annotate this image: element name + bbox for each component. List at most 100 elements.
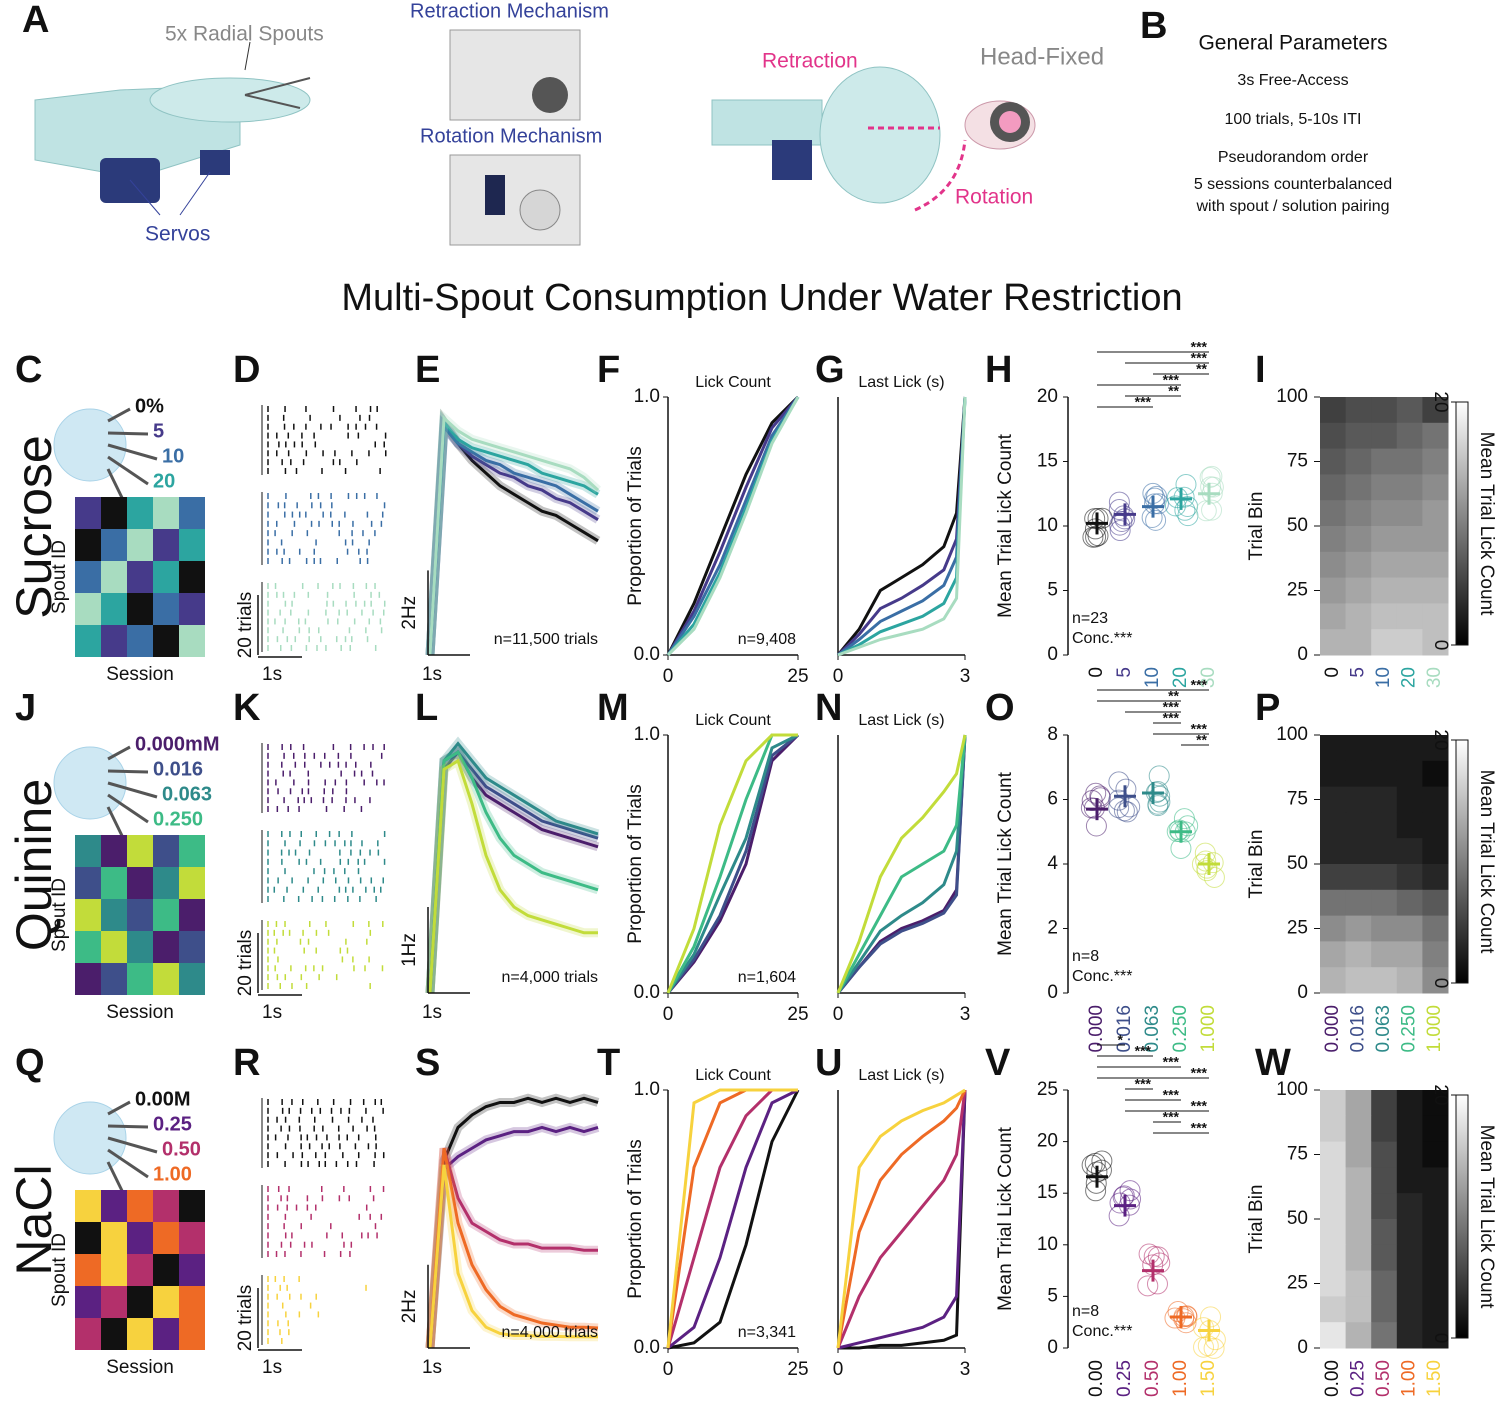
y-tick-label: 20 — [1037, 386, 1058, 407]
heatmap-cell — [1320, 1115, 1347, 1143]
legend-label: 0.50 — [162, 1138, 201, 1160]
significance-label: *** — [1135, 1043, 1152, 1059]
subject-marker — [1108, 771, 1130, 793]
cdf-line — [666, 1088, 798, 1349]
panel-letter: N — [815, 687, 842, 729]
colorbar-tick-label: 0 — [1430, 640, 1451, 651]
psth-line — [428, 414, 600, 656]
apparatus-label: 5x Radial Spouts — [165, 23, 324, 46]
subject-marker — [1173, 486, 1195, 508]
heatmap-cell — [1396, 603, 1423, 630]
heatmap-cell — [1320, 397, 1347, 424]
heatmap-cell — [1371, 915, 1398, 942]
heatmap-cell — [1371, 1090, 1398, 1117]
heatmap-cell — [1371, 526, 1398, 553]
heatmap-cell — [1345, 786, 1372, 813]
x-tick-label: 25 — [787, 666, 808, 687]
heatmap-cell — [1345, 735, 1372, 762]
design-cell — [101, 931, 127, 963]
x-tick-label: 0.016 — [1114, 1005, 1135, 1053]
y-tick-label: 0 — [1047, 1337, 1058, 1358]
psth-line — [428, 741, 599, 994]
y-tick-label: 100 — [1276, 724, 1308, 745]
x-tick-label: 1.000 — [1424, 1005, 1445, 1053]
design-cell — [153, 963, 179, 995]
note: n=1,604 — [738, 969, 796, 986]
legend-label: 0.25 — [153, 1113, 192, 1135]
heatmap-cell — [1371, 448, 1398, 475]
heatmap-cell — [1396, 1296, 1423, 1323]
x-tick-label: 0 — [833, 1004, 844, 1025]
cdf-line — [836, 396, 967, 657]
design-cell — [127, 963, 153, 995]
heatmap-cell — [1320, 760, 1347, 788]
note: n=9,408 — [738, 631, 796, 648]
significance-label: ** — [1196, 361, 1207, 377]
panel-letter: T — [597, 1042, 620, 1084]
design-cell — [179, 593, 205, 625]
design-cell — [179, 1190, 205, 1222]
subject-marker — [1175, 474, 1197, 496]
heatmap-cell — [1396, 1167, 1423, 1194]
design-cell — [101, 1286, 127, 1318]
axis-label: Proportion of Trials — [625, 446, 646, 605]
heatmap-cell — [1396, 1219, 1423, 1246]
x-tick-label: 5 — [1347, 667, 1368, 678]
subject-marker — [1203, 1337, 1225, 1359]
y-tick-label: 50 — [1287, 853, 1308, 874]
significance-label: *** — [1191, 1098, 1208, 1114]
scale-label: 1s — [262, 664, 282, 685]
design-cell — [153, 593, 179, 625]
parameter: 100 trials, 5-10s ITI — [1225, 111, 1362, 128]
cdf-line — [836, 1089, 967, 1349]
psth-line — [428, 418, 599, 656]
design-cell — [75, 529, 101, 561]
heatmap-cell — [1320, 577, 1347, 604]
note: Conc.*** — [1072, 968, 1132, 985]
heatmap-cell — [1345, 1322, 1372, 1349]
cdf-line — [666, 733, 799, 994]
x-tick-label: 0 — [1086, 667, 1107, 678]
axis-label: Spout ID — [49, 540, 70, 614]
colorbar — [1455, 401, 1469, 646]
panel-letter: O — [985, 687, 1015, 729]
row-label: Quinine — [6, 779, 62, 951]
significance-label: *** — [1163, 372, 1180, 388]
subject-marker — [1084, 518, 1106, 540]
psth-line — [428, 1147, 599, 1349]
heatmap-cell — [1345, 941, 1372, 968]
heatmap-cell — [1422, 1296, 1449, 1323]
panel-letter: A — [22, 0, 49, 41]
apparatus-label: Head-Fixed — [980, 43, 1104, 70]
spout — [107, 1100, 131, 1116]
subject-marker — [1147, 795, 1169, 817]
note: n=4,000 trials — [501, 1324, 598, 1341]
panel-title: Lick Count — [695, 712, 771, 729]
y-tick-label: 0 — [1047, 644, 1058, 665]
row-label: NaCl — [6, 1164, 62, 1275]
heatmap-cell — [1320, 448, 1347, 475]
apparatus-label: Rotation — [955, 186, 1033, 209]
design-cell — [101, 593, 127, 625]
cdf-line — [666, 396, 800, 656]
x-tick-label: 30 — [1198, 667, 1219, 688]
x-tick-label: 25 — [787, 1004, 808, 1025]
design-cell — [153, 1254, 179, 1286]
panel-letter: J — [15, 687, 36, 729]
heatmap-cell — [1320, 1270, 1347, 1297]
heatmap-cell — [1345, 448, 1372, 475]
heatmap-cell — [1396, 941, 1423, 968]
heatmap-cell — [1320, 1244, 1347, 1272]
scale-label: 1s — [262, 1002, 282, 1023]
colorbar-tick-label: 20 — [1430, 1084, 1451, 1105]
heatmap-cell — [1396, 864, 1423, 891]
heatmap-cell — [1422, 422, 1449, 450]
subject-marker — [1164, 495, 1186, 517]
design-cell — [127, 931, 153, 963]
design-cell — [153, 1318, 179, 1350]
heatmap-cell — [1396, 397, 1423, 424]
design-cell — [179, 529, 205, 561]
colorbar-tick-label: 20 — [1430, 391, 1451, 412]
x-tick-label: 0 — [663, 1004, 674, 1025]
cdf-line — [667, 1089, 800, 1350]
